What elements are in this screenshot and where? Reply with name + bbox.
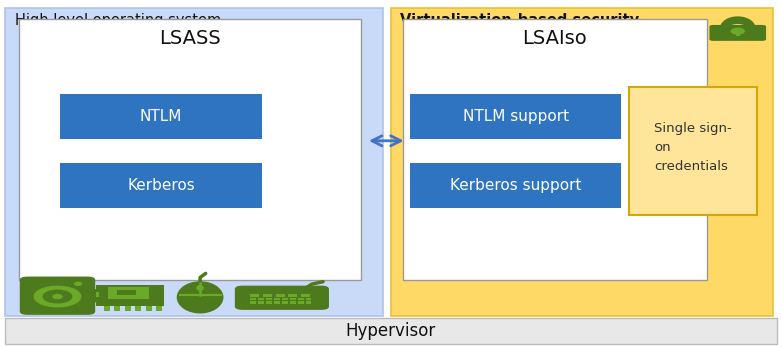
Text: NTLM support: NTLM support (463, 109, 569, 124)
Bar (258, 301, 264, 304)
Bar (156, 306, 162, 311)
Bar (306, 301, 311, 304)
Bar (60, 94, 263, 139)
Bar (19, 19, 361, 280)
Bar (263, 294, 272, 297)
Bar (290, 297, 296, 300)
Bar (266, 297, 271, 300)
Text: Single sign-
on
credentials: Single sign- on credentials (654, 122, 732, 173)
Bar (411, 163, 621, 208)
Bar (282, 301, 288, 304)
Bar (298, 297, 303, 300)
Bar (403, 19, 707, 280)
FancyBboxPatch shape (235, 286, 329, 310)
Bar (60, 163, 263, 208)
Text: Kerberos: Kerberos (127, 178, 195, 193)
Bar (258, 297, 264, 300)
FancyBboxPatch shape (20, 277, 95, 315)
Text: Hypervisor: Hypervisor (346, 322, 436, 340)
Bar (298, 301, 303, 304)
Text: LSAIso: LSAIso (522, 29, 587, 48)
Bar (135, 306, 142, 311)
Bar (266, 301, 271, 304)
Text: Virtualization-based security: Virtualization-based security (400, 14, 640, 28)
FancyBboxPatch shape (91, 289, 102, 302)
Ellipse shape (177, 281, 224, 313)
Ellipse shape (196, 285, 204, 291)
Bar (250, 294, 260, 297)
Bar (411, 94, 621, 139)
Bar (250, 301, 256, 304)
Circle shape (75, 282, 81, 285)
Text: High level operating system: High level operating system (15, 14, 221, 28)
Text: Kerberos support: Kerberos support (450, 178, 582, 193)
Bar (117, 290, 135, 295)
Bar (275, 294, 285, 297)
FancyBboxPatch shape (709, 25, 766, 41)
Bar (290, 301, 296, 304)
Bar (629, 87, 757, 215)
Bar (124, 306, 131, 311)
Bar (282, 297, 288, 300)
Bar (5, 8, 383, 316)
Bar (289, 294, 297, 297)
Circle shape (731, 28, 744, 34)
Circle shape (53, 295, 62, 298)
Circle shape (43, 290, 72, 303)
Bar (108, 287, 149, 299)
Bar (391, 8, 773, 316)
Bar (5, 318, 777, 344)
Bar (736, 31, 740, 36)
Bar (96, 285, 163, 306)
Text: LSASS: LSASS (159, 29, 221, 48)
Bar (250, 297, 256, 300)
Text: NTLM: NTLM (140, 109, 182, 124)
Bar (274, 301, 280, 304)
Bar (301, 294, 310, 297)
Bar (104, 306, 109, 311)
Bar (96, 293, 99, 297)
Circle shape (34, 286, 81, 307)
Bar (274, 297, 280, 300)
Bar (145, 306, 152, 311)
Bar (114, 306, 120, 311)
Bar (306, 297, 311, 300)
